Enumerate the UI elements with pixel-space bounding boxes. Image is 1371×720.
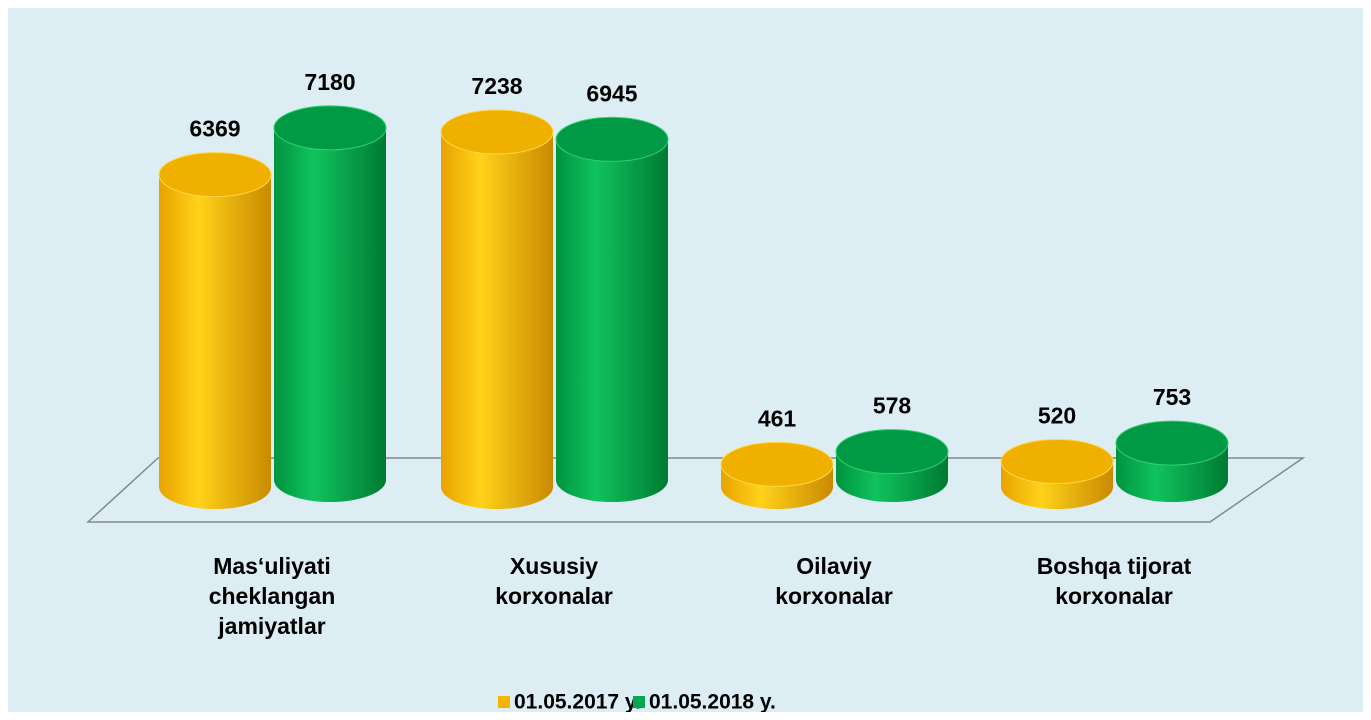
value-label: 7238 (471, 73, 522, 99)
value-label: 7180 (304, 69, 355, 95)
cylinder (835, 429, 949, 502)
legend-label: 01.05.2018 y. (649, 691, 776, 712)
legend-swatch (498, 696, 510, 708)
chart-area: 6369 7180 7238 6945 461 578 520 753 01.05.2017 y… (8, 8, 1363, 712)
category-label: Mas‘uliyati cheklangan jamiyatlar (208, 553, 336, 639)
category-label: Xususiy korxonalar (495, 553, 613, 609)
cylinder-body (441, 132, 553, 509)
legend-swatch (633, 696, 645, 708)
cylinder-top (440, 109, 554, 155)
cylinder-top (1115, 420, 1229, 466)
value-label: 520 (1038, 402, 1076, 428)
floor (86, 457, 1306, 523)
legend-label: 01.05.2017 y. (514, 691, 641, 712)
cylinder (273, 105, 387, 502)
cylinder-top (835, 429, 949, 475)
cylinder (555, 116, 669, 503)
cylinder-top (555, 116, 669, 162)
value-label: 461 (758, 405, 797, 431)
category-label: Oilaviy korxonalar (775, 553, 893, 609)
cylinder (158, 152, 272, 509)
value-label: 6369 (189, 116, 240, 142)
cylinder (1000, 438, 1114, 509)
value-label: 753 (1153, 384, 1191, 410)
cylinder-top (720, 441, 834, 487)
value-label: 578 (873, 393, 912, 419)
cylinder-body (159, 174, 271, 509)
category-label: Boshqa tijorat korxonalar (1036, 553, 1192, 609)
cylinder-body (274, 127, 386, 502)
cylinder-body (556, 139, 668, 503)
cylinder-top (1000, 438, 1114, 484)
value-label: 6945 (586, 80, 637, 106)
cylinder (440, 109, 554, 509)
cylinder-top (158, 152, 272, 198)
cylinder-top (273, 105, 387, 151)
chart: 6369 7180 7238 6945 461 578 520 753 01.05.2017 y… (86, 69, 1306, 712)
cylinder (1115, 420, 1229, 502)
cylinder (720, 441, 834, 509)
